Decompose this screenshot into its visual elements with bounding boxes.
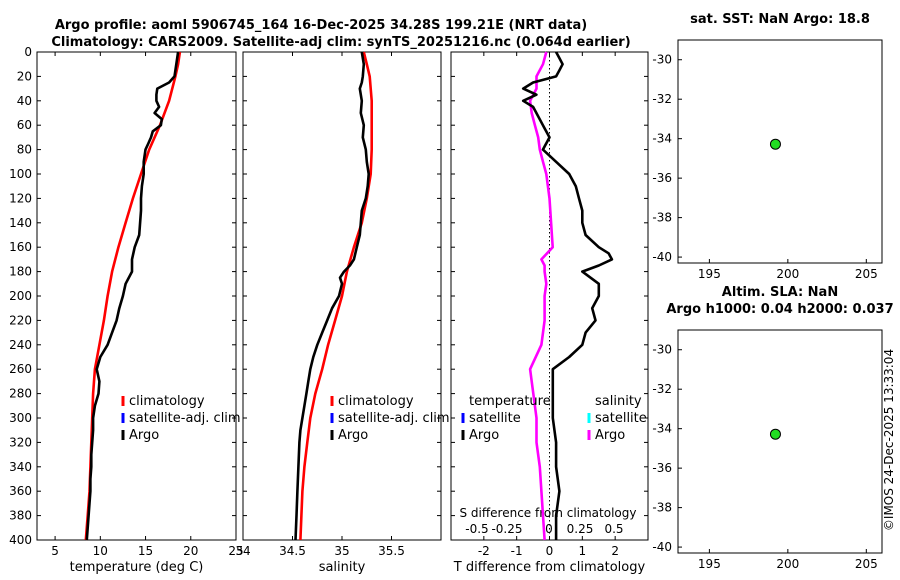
map_sla-profile-location-point: [769, 428, 781, 440]
temperature-xtick-label: 5: [51, 544, 59, 558]
differences-t-argo-line: [521, 51, 614, 540]
map_sst-xtick-label: 205: [855, 267, 878, 281]
diff-temperature-legend-label: Argo: [469, 428, 499, 443]
depth-tick-label: 260: [9, 362, 32, 376]
differences-s-argo-line: [528, 51, 555, 541]
s-difference-tick-label: -0.5: [465, 522, 488, 536]
temperature-legend-label: climatology: [129, 394, 205, 409]
differences-xtick-label: 0: [546, 544, 554, 558]
depth-tick-label: 380: [9, 509, 32, 523]
temperature-legend-header: temperature: [469, 394, 551, 409]
depth-tick-label: 400: [9, 533, 32, 547]
s-difference-tick-label: 0.25: [567, 522, 594, 536]
s-difference-tick-label: -0.25: [491, 522, 522, 536]
map_sla-ytick-label: -34: [652, 422, 672, 436]
salinity-xtick-label: 35.5: [378, 544, 405, 558]
map_sla-xtick-label: 195: [698, 557, 721, 571]
diff-salinity-legend-label: satellite: [595, 411, 647, 426]
differences-xtick-label: 2: [611, 544, 619, 558]
map_sla-ytick-label: -38: [652, 501, 672, 515]
depth-tick-label: 60: [17, 118, 32, 132]
temperature-legend-label: satellite-adj. clim: [129, 411, 241, 426]
temperature-argo-line: [85, 51, 180, 541]
temperature-xtick-label: 15: [138, 544, 153, 558]
depth-tick-label: 160: [9, 240, 32, 254]
depth-tick-label: 240: [9, 338, 32, 352]
salinity-legend-label: Argo: [338, 428, 368, 443]
differences-xlabel: T difference from climatology: [453, 560, 646, 575]
differences-xtick-label: 1: [579, 544, 587, 558]
depth-tick-label: 360: [9, 484, 32, 498]
figure-title-line2: Climatology: CARS2009. Satellite-adj cli…: [51, 35, 630, 50]
s-difference-tick-label: 0.5: [604, 522, 623, 536]
salinity-panel: 34 34.5 35 35.5 salinity climatology satellite…: [235, 51, 450, 575]
depth-tick-label: 80: [17, 143, 32, 157]
depth-tick-label: 180: [9, 265, 32, 279]
temperature-xtick-label: 10: [93, 544, 108, 558]
salinity-legend-header: salinity: [595, 394, 642, 409]
depth-tick-label: 120: [9, 191, 32, 205]
depth-tick-label: 280: [9, 387, 32, 401]
map_sla-xtick-label: 205: [855, 557, 878, 571]
salinity-legend-label: satellite-adj. clim: [338, 411, 450, 426]
depth-tick-label: 340: [9, 460, 32, 474]
temperature-axes-box: [36, 51, 237, 541]
depth-tick-label: 140: [9, 216, 32, 230]
temperature-panel: 0 20 40 60 80 100 120 140 160 180 200 220 240 260 280 3…: [9, 45, 244, 575]
depth-tick-label: 220: [9, 313, 32, 327]
s-difference-label: S difference from climatology: [460, 506, 637, 520]
map_sla-ytick-label: -36: [652, 461, 672, 475]
salinity-legend-label: climatology: [338, 394, 414, 409]
salinity-climatology-line: [299, 51, 374, 541]
map_sla-xtick-label: 200: [776, 557, 799, 571]
map_sla-title: Altim. SLA: NaN: [722, 285, 838, 300]
map_sla-ytick-label: -40: [652, 540, 672, 554]
map_sst-xtick-label: 195: [698, 267, 721, 281]
s-difference-tick-label: 0: [545, 522, 553, 536]
map_sst-ytick-label: -34: [652, 132, 672, 146]
depth-tick-label: 200: [9, 289, 32, 303]
depth-tick-label: 20: [17, 69, 32, 83]
temperature-xlabel: temperature (deg C): [70, 560, 204, 575]
depth-tick-label: 0: [24, 45, 32, 59]
salinity-xtick-label: 34.5: [279, 544, 306, 558]
salinity-xlabel: salinity: [319, 560, 366, 575]
map_sst-ytick-label: -40: [652, 250, 672, 264]
map_sst-ytick-label: -38: [652, 211, 672, 225]
depth-tick-label: 320: [9, 435, 32, 449]
depth-tick-label: 300: [9, 411, 32, 425]
sla-map-panel: Altim. SLA: NaN Argo h1000: 0.04 h2000: 0…: [652, 285, 893, 571]
differences-xtick-label: -2: [478, 544, 490, 558]
map_sla-title: Argo h1000: 0.04 h2000: 0.037: [666, 302, 893, 317]
differences-xtick-label: -1: [511, 544, 523, 558]
map_sst-title: sat. SST: NaN Argo: 18.8: [690, 12, 870, 27]
salinity-xtick-label: 34: [235, 544, 250, 558]
imos-timestamp: ©IMOS 24-Dec-2025 13:33:04: [882, 349, 896, 531]
difference-panel: -2 -1 0 1 2 T difference from climatology S di…: [450, 51, 649, 575]
temperature-xtick-label: 20: [183, 544, 198, 558]
sst-map-panel: sat. SST: NaN Argo: 18.8 195 200 205 -30 -32 -…: [652, 12, 883, 281]
map_sla-axes-box: [677, 329, 883, 554]
map_sla-ytick-label: -30: [652, 343, 672, 357]
map_sst-ytick-label: -36: [652, 171, 672, 185]
depth-tick-label: 40: [17, 94, 32, 108]
map_sst-profile-location-point: [769, 138, 781, 150]
depth-tick-label: 100: [9, 167, 32, 181]
diff-salinity-legend-label: Argo: [595, 428, 625, 443]
figure-title-line1: Argo profile: aoml 5906745_164 16-Dec-20…: [55, 18, 587, 33]
salinity-argo-line: [294, 51, 371, 541]
map_sst-axes-box: [677, 39, 883, 264]
map_sst-xtick-label: 200: [776, 267, 799, 281]
temperature-legend-label: Argo: [129, 428, 159, 443]
map_sst-ytick-label: -32: [652, 92, 672, 106]
map_sst-ytick-label: -30: [652, 53, 672, 67]
diff-temperature-legend-label: satellite: [469, 411, 521, 426]
temperature-xtick-label: 25: [228, 544, 243, 558]
map_sla-ytick-label: -32: [652, 382, 672, 396]
salinity-xtick-label: 35: [334, 544, 349, 558]
